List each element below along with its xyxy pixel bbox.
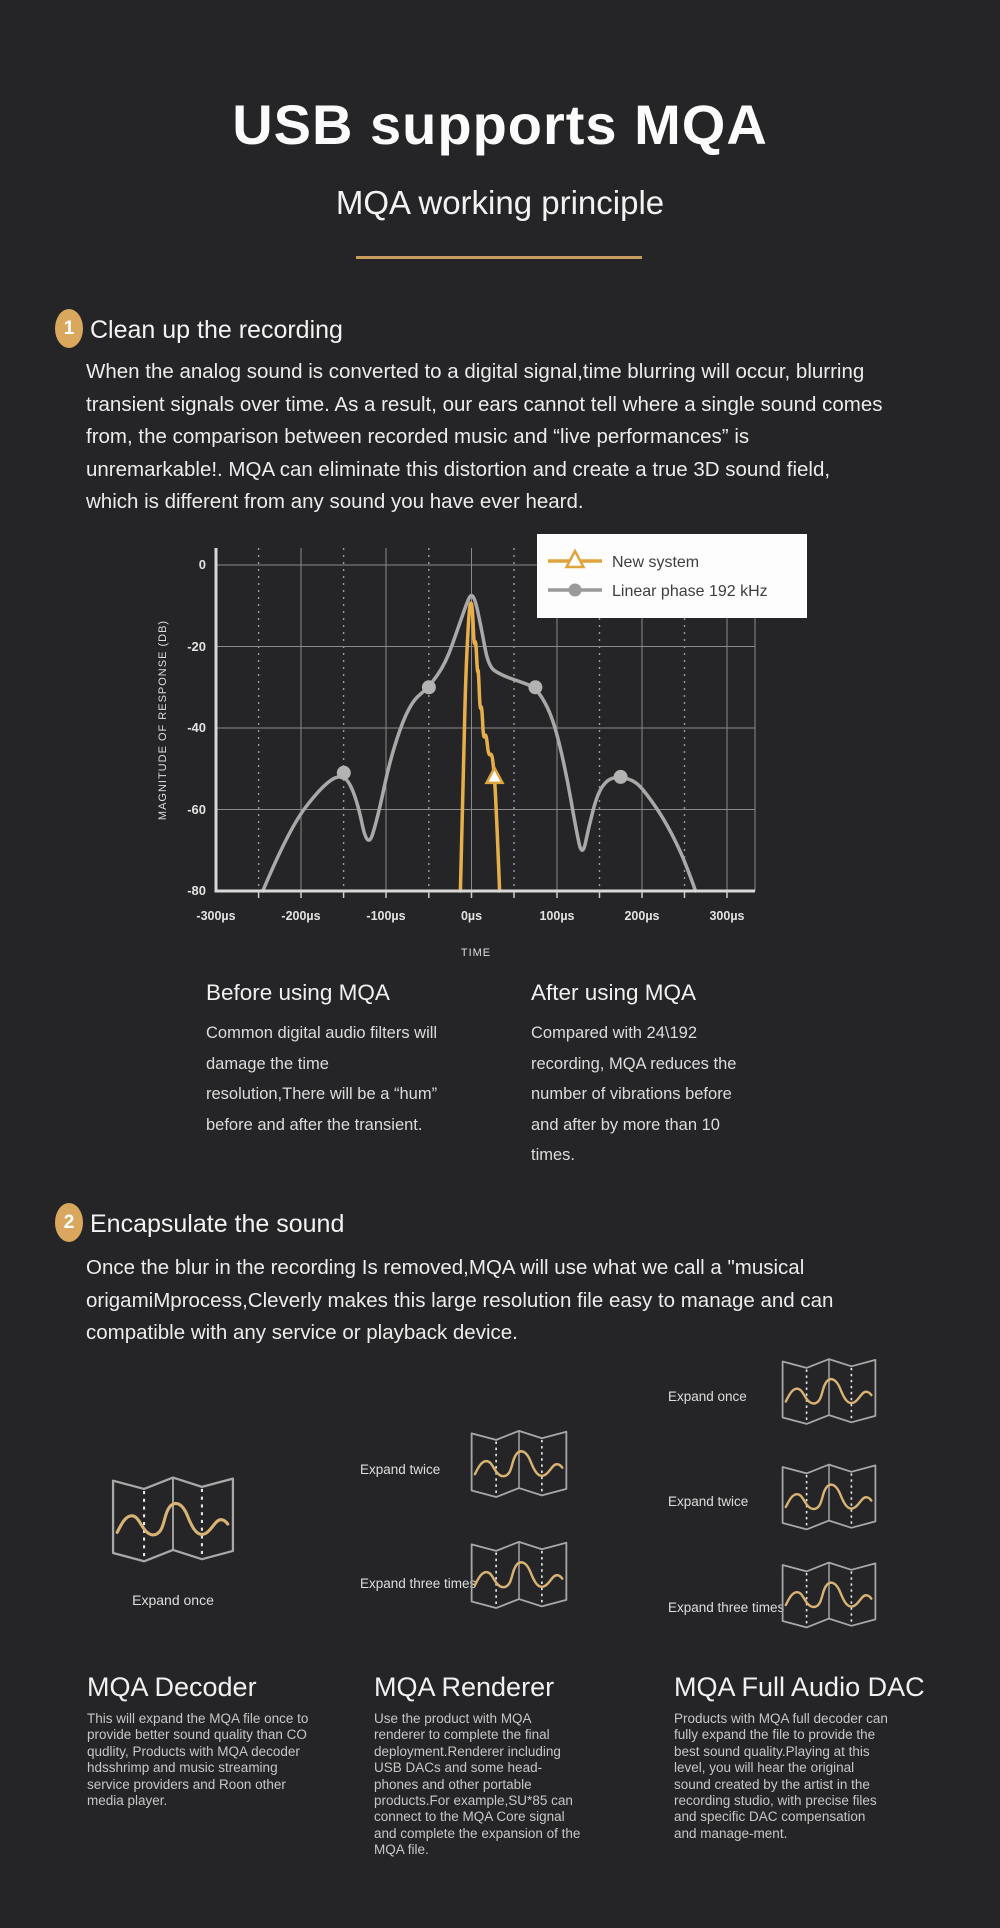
linear-phase-markers: [336, 680, 628, 784]
mqa-renderer-heading: MQA Renderer: [374, 1672, 555, 1702]
before-mqa-heading: Before using MQA: [206, 980, 390, 1005]
expand-three-times-label: Expand three times: [360, 1576, 477, 1591]
mqa-renderer-body: Use the product with MQA renderer to com…: [374, 1711, 581, 1858]
mqa-full-audio-dac-body: Products with MQA full decoder can fully…: [674, 1711, 888, 1841]
section-1-body: When the analog sound is converted to a …: [86, 360, 883, 513]
after-mqa-heading: After using MQA: [531, 980, 697, 1005]
svg-text:-20: -20: [187, 639, 206, 654]
mqa-decoder-heading: MQA Decoder: [87, 1672, 257, 1702]
svg-text:200µs: 200µs: [624, 909, 659, 923]
svg-text:-80: -80: [187, 883, 206, 898]
folded-map-icon: [470, 1540, 568, 1610]
x-axis-label: TIME: [461, 947, 491, 959]
chart-tickmarks: [257, 891, 728, 898]
page-title: USB supports MQA: [232, 93, 768, 156]
after-mqa-body: Compared with 24\192 recording, MQA redu…: [531, 1024, 737, 1164]
chart-axes: [214, 548, 755, 893]
svg-text:-100µs: -100µs: [366, 909, 405, 923]
svg-text:100µs: 100µs: [539, 909, 574, 923]
mqa-response-chart: 0 -20 -40 -60 -80 -300µs -200µs -100µs 0…: [157, 534, 807, 959]
svg-text:-200µs: -200µs: [281, 909, 320, 923]
expand-three-times-label: Expand three times: [668, 1600, 785, 1615]
folded-map-icon: [781, 1463, 877, 1531]
x-axis-ticks: -300µs -200µs -100µs 0µs 100µs 200µs 300…: [196, 909, 744, 923]
y-axis-ticks: 0 -20 -40 -60 -80: [187, 557, 206, 898]
svg-text:-300µs: -300µs: [196, 909, 235, 923]
expand-once-label: Expand once: [132, 1592, 214, 1608]
linear-phase-curve: [261, 593, 698, 893]
legend-triangle-icon: [564, 548, 586, 569]
section-2-body: Once the blur in the recording Is remove…: [86, 1256, 834, 1344]
section-1-heading: Clean up the recording: [90, 316, 343, 344]
legend-label-new-system: New system: [612, 554, 699, 571]
svg-text:300µs: 300µs: [709, 909, 744, 923]
new-system-curve: [458, 601, 502, 893]
svg-text:-40: -40: [187, 720, 206, 735]
folded-map-icon: [781, 1357, 877, 1426]
expand-twice-label: Expand twice: [360, 1462, 441, 1477]
page-subtitle: MQA working principle: [335, 184, 665, 221]
svg-text:-60: -60: [187, 802, 206, 817]
section-1-number-badge: 1: [55, 309, 83, 348]
chart-legend: New system Linear phase 192 kHz: [537, 534, 807, 618]
folded-map-icon: [781, 1561, 877, 1629]
y-axis-label: MAGNITUDE OF RESPONSE (DB): [157, 620, 169, 820]
expand-twice-label: Expand twice: [668, 1494, 749, 1509]
expand-once-label: Expand once: [668, 1389, 747, 1404]
legend-circle-icon: [568, 583, 582, 597]
gold-divider: [356, 256, 642, 259]
legend-label-linear-phase: Linear phase 192 kHz: [612, 583, 768, 600]
svg-text:0µs: 0µs: [461, 909, 482, 923]
folded-map-icon: [111, 1476, 235, 1563]
before-mqa-body: Common digital audio filters will damage…: [206, 1024, 438, 1134]
section-2-number-badge: 2: [55, 1203, 83, 1242]
svg-text:0: 0: [199, 557, 206, 572]
mqa-decoder-body: This will expand the MQA file once to pr…: [87, 1711, 309, 1809]
mqa-full-audio-dac-heading: MQA Full Audio DAC: [674, 1672, 925, 1702]
folded-map-icon: [470, 1429, 568, 1499]
section-2-heading: Encapsulate the sound: [90, 1210, 345, 1238]
legend-box: [537, 534, 807, 618]
new-system-markers: [484, 765, 505, 785]
